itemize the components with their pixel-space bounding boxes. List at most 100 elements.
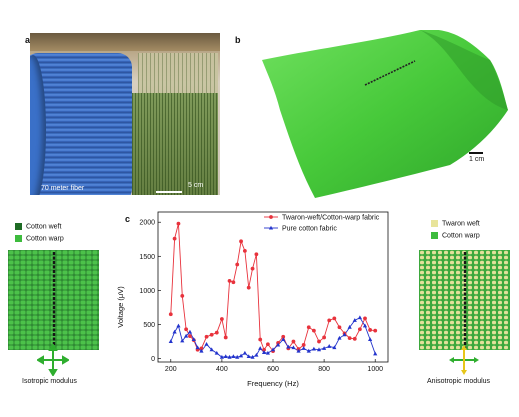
data-point (373, 328, 378, 333)
data-point (258, 346, 263, 350)
right-legend-item-weft: Twaron weft (431, 220, 480, 227)
data-point (204, 334, 209, 339)
right-legend-label-warp: Cotton warp (442, 232, 480, 240)
data-point (250, 266, 255, 271)
data-point (254, 252, 259, 257)
data-point (332, 316, 337, 321)
scale-bar-a (156, 191, 182, 193)
right-legend-item-warp: Cotton warp (431, 232, 480, 240)
warp-swatch-right (431, 232, 438, 240)
data-point (296, 348, 301, 353)
data-point (184, 333, 189, 338)
data-point (291, 345, 296, 350)
scale-label-b: 1 cm (469, 156, 485, 163)
left-legend-item-weft: Cotton weft (15, 223, 64, 230)
data-point (180, 293, 185, 298)
warp-threads (138, 53, 218, 95)
x-tick-label: 600 (267, 366, 279, 373)
fabric-fold-shadow (420, 30, 508, 110)
data-point (246, 285, 251, 290)
twaron-swatch (431, 220, 438, 227)
data-point (316, 347, 322, 352)
data-point (258, 337, 263, 342)
data-point (301, 346, 306, 350)
data-point (281, 337, 286, 341)
data-point (270, 347, 276, 352)
anisotropic-weave-schematic (419, 250, 510, 350)
data-point (238, 353, 244, 358)
left-legend: Cotton weft Cotton warp (15, 223, 64, 243)
anisotropic-arrows-icon (449, 345, 479, 375)
fiber-length-label: 70 meter fiber (41, 185, 85, 192)
loom-beam (30, 33, 220, 51)
data-point (322, 346, 327, 350)
y-axis-title: Voltage (μV) (116, 286, 125, 328)
scale-bar-b (469, 152, 483, 154)
data-point (235, 354, 240, 359)
data-point (231, 354, 236, 359)
scale-label-a: 5 cm (188, 182, 204, 189)
embedded-fiber (364, 60, 416, 86)
y-tick-label: 2000 (139, 220, 155, 227)
data-point (214, 330, 219, 335)
data-point (168, 312, 173, 317)
data-point (368, 328, 373, 332)
anisotropic-caption: Anisotropic modulus (427, 378, 491, 385)
data-point (199, 348, 204, 353)
legend-marker (268, 225, 274, 230)
panel-a-letter: a (25, 35, 31, 45)
warp-swatch (15, 235, 22, 243)
data-point (286, 344, 291, 349)
data-point (301, 343, 306, 347)
data-point (347, 324, 352, 329)
isotropic-caption: Isotropic modulus (22, 378, 77, 385)
y-tick-label: 500 (143, 322, 155, 329)
data-point (317, 339, 321, 344)
data-point (242, 248, 247, 253)
data-point (368, 337, 373, 341)
data-point (337, 325, 342, 330)
spool-rim (30, 55, 46, 195)
data-point (199, 346, 204, 351)
voltage-frequency-chart: 200 400 600 800 1000 0 500 1000 1500 2000 Twaron-… (116, 211, 389, 388)
y-tick-label: 1000 (139, 288, 155, 295)
isotropic-weave-schematic (8, 250, 99, 350)
fabric-sheet (262, 30, 508, 198)
data-point (187, 329, 193, 334)
y-tick-label: 1500 (139, 254, 155, 261)
data-point (262, 347, 266, 352)
woven-fabric (132, 93, 218, 195)
data-point (223, 354, 228, 359)
data-point (311, 328, 316, 333)
y-tick-label: 0 (151, 356, 155, 363)
data-point (254, 352, 259, 357)
legend-marker (269, 215, 273, 219)
data-point (265, 342, 270, 347)
legend-label-1: Pure cotton fabric (282, 226, 337, 233)
x-tick-label: 200 (165, 366, 177, 373)
fabric-sheet-photo (262, 30, 508, 198)
data-point (291, 339, 296, 344)
data-point (363, 316, 367, 321)
data-point (242, 350, 247, 355)
data-point (227, 278, 232, 283)
data-point (172, 329, 177, 334)
data-point (276, 342, 281, 347)
data-point (209, 347, 214, 352)
left-legend-label-warp: Cotton warp (26, 235, 64, 243)
data-point (239, 239, 243, 244)
data-point (327, 344, 332, 348)
data-point (235, 262, 240, 267)
data-point (223, 335, 228, 340)
series-line-1 (170, 317, 376, 358)
data-point (352, 318, 357, 322)
data-point (342, 332, 347, 337)
data-point (327, 318, 332, 323)
data-point (322, 335, 327, 340)
data-point (168, 339, 173, 344)
data-point (337, 335, 342, 340)
x-tick-label: 400 (216, 366, 228, 373)
loom-photo: 70 meter fiber 5 cm (30, 33, 220, 195)
right-legend-label-weft: Twaron weft (442, 220, 480, 228)
data-point (332, 345, 337, 350)
